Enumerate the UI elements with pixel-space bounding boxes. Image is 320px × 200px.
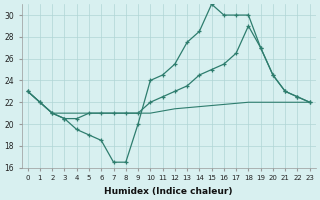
X-axis label: Humidex (Indice chaleur): Humidex (Indice chaleur) bbox=[104, 187, 233, 196]
